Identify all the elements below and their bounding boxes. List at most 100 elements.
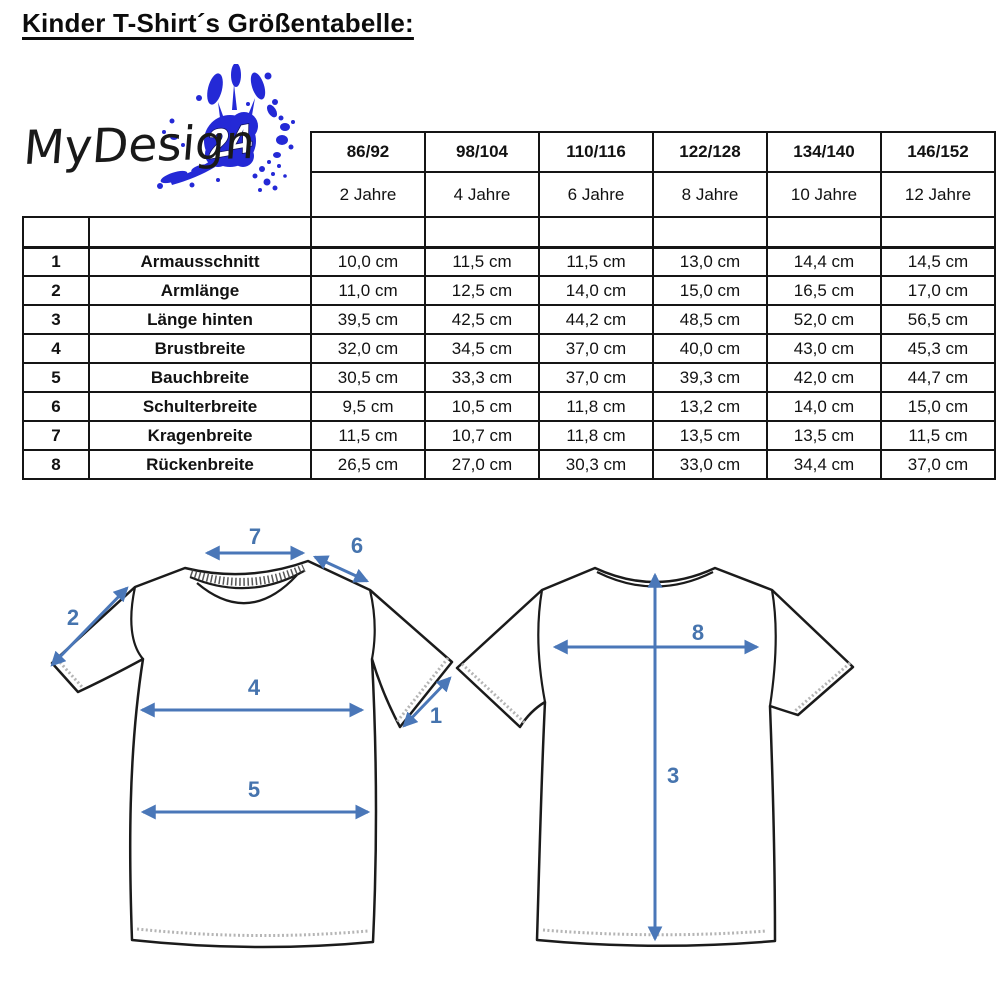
- size-col-header: 86/92: [310, 131, 426, 173]
- back-left-armhole-seam: [537, 589, 547, 703]
- measure-value: 39,5 cm: [310, 304, 426, 335]
- table-row: 8 Rückenbreite 26,5 cm 27,0 cm 30,3 cm 3…: [22, 449, 996, 480]
- measure-value: 27,0 cm: [424, 449, 540, 480]
- measure-value: 11,5 cm: [880, 420, 996, 451]
- size-col-header: 146/152: [880, 131, 996, 173]
- age-header-row: 2 Jahre 4 Jahre 6 Jahre 8 Jahre 10 Jahre…: [23, 171, 996, 218]
- size-header-row: 86/92 98/104 110/116 122/128 134/140 146…: [23, 131, 996, 173]
- measure-label: Brustbreite: [88, 333, 312, 364]
- measure-value: 56,5 cm: [880, 304, 996, 335]
- left-cuff-stitch: [55, 657, 85, 690]
- measure-label-1: 1: [430, 703, 442, 728]
- row-num: 6: [22, 391, 90, 422]
- measure-value: 48,5 cm: [652, 304, 768, 335]
- row-num: 8: [22, 449, 90, 480]
- measure-value: 26,5 cm: [310, 449, 426, 480]
- front-shirt-diagram: 7 6 2 4 1 5: [50, 525, 454, 949]
- measure-value: 14,0 cm: [538, 275, 654, 306]
- measure-label: Schulterbreite: [88, 391, 312, 422]
- measure-value: 44,7 cm: [880, 362, 996, 393]
- measure-value: 30,5 cm: [310, 362, 426, 393]
- measure-value: 44,2 cm: [538, 304, 654, 335]
- measure-value: 37,0 cm: [880, 449, 996, 480]
- row-num: 1: [22, 246, 90, 277]
- measure-value: 11,8 cm: [538, 420, 654, 451]
- size-col-header: 110/116: [538, 131, 654, 173]
- back-hem-stitch: [542, 928, 768, 937]
- measure-label: Armlänge: [88, 275, 312, 306]
- measure-value: 34,4 cm: [766, 449, 882, 480]
- front-shirt-outline: [50, 559, 454, 949]
- collar-ribbing: [189, 564, 306, 586]
- measure-value: 12,5 cm: [424, 275, 540, 306]
- measure-value: 13,5 cm: [766, 420, 882, 451]
- table-row: 7 Kragenbreite 11,5 cm 10,7 cm 11,8 cm 1…: [22, 420, 996, 451]
- measure-label-6: 6: [351, 533, 363, 558]
- measure-value: 33,3 cm: [424, 362, 540, 393]
- table-row: 5 Bauchbreite 30,5 cm 33,3 cm 37,0 cm 39…: [22, 362, 996, 393]
- measure-value: 11,5 cm: [538, 246, 654, 277]
- measure-value: 14,4 cm: [766, 246, 882, 277]
- measure-label-8: 8: [692, 620, 704, 645]
- size-table: 86/92 98/104 110/116 122/128 134/140 146…: [22, 131, 996, 480]
- spacer-row: [22, 216, 996, 249]
- measure-value: 11,5 cm: [310, 420, 426, 451]
- measure-label: Länge hinten: [88, 304, 312, 335]
- logo-number: 24: [203, 116, 255, 167]
- back-left-cuff-stitch: [460, 662, 527, 725]
- measure-value: 13,5 cm: [652, 420, 768, 451]
- measure-value: 9,5 cm: [310, 391, 426, 422]
- arm-opening-arrow: [402, 676, 452, 728]
- measure-value: 16,5 cm: [766, 275, 882, 306]
- measure-value: 30,3 cm: [538, 449, 654, 480]
- back-shirt-diagram: 8 3: [455, 566, 855, 947]
- measure-value: 10,5 cm: [424, 391, 540, 422]
- measure-value: 39,3 cm: [652, 362, 768, 393]
- row-num: 7: [22, 420, 90, 451]
- collar-band-seam: [189, 570, 305, 590]
- measure-value: 33,0 cm: [652, 449, 768, 480]
- measure-value: 13,2 cm: [652, 391, 768, 422]
- measure-label-4: 4: [248, 675, 261, 700]
- measure-label-2: 2: [67, 605, 79, 630]
- measure-value: 32,0 cm: [310, 333, 426, 364]
- measure-label: Armausschnitt: [88, 246, 312, 277]
- back-right-cuff-stitch: [794, 661, 851, 713]
- row-num: 5: [22, 362, 90, 393]
- measure-label: Bauchbreite: [88, 362, 312, 393]
- measure-value: 11,0 cm: [310, 275, 426, 306]
- measure-value: 37,0 cm: [538, 333, 654, 364]
- measure-value: 52,0 cm: [766, 304, 882, 335]
- front-neck-seam: [196, 574, 298, 605]
- measure-value: 11,5 cm: [424, 246, 540, 277]
- table-row: 4 Brustbreite 32,0 cm 34,5 cm 37,0 cm 40…: [22, 333, 996, 364]
- right-armhole-seam: [368, 589, 376, 660]
- left-armhole-seam: [130, 586, 144, 660]
- row-num: 4: [22, 333, 90, 364]
- measure-value: 40,0 cm: [652, 333, 768, 364]
- measure-label: Kragenbreite: [88, 420, 312, 451]
- measure-value: 17,0 cm: [880, 275, 996, 306]
- age-col-header: 8 Jahre: [652, 171, 768, 218]
- table-row: 3 Länge hinten 39,5 cm 42,5 cm 44,2 cm 4…: [22, 304, 996, 335]
- measure-value: 15,0 cm: [880, 391, 996, 422]
- measure-value: 45,3 cm: [880, 333, 996, 364]
- paint-splat-icon: 24: [157, 64, 295, 192]
- table-row: 2 Armlänge 11,0 cm 12,5 cm 14,0 cm 15,0 …: [22, 275, 996, 306]
- table-row: 1 Armausschnitt 10,0 cm 11,5 cm 11,5 cm …: [22, 246, 996, 277]
- measure-label: Rückenbreite: [88, 449, 312, 480]
- age-col-header: 12 Jahre: [880, 171, 996, 218]
- hem-stitch: [136, 927, 369, 938]
- back-right-armhole-seam: [768, 589, 777, 707]
- measure-label-7: 7: [249, 525, 261, 549]
- measure-value: 14,0 cm: [766, 391, 882, 422]
- table-row: 6 Schulterbreite 9,5 cm 10,5 cm 11,8 cm …: [22, 391, 996, 422]
- row-num: 2: [22, 275, 90, 306]
- measure-value: 14,5 cm: [880, 246, 996, 277]
- measure-value: 13,0 cm: [652, 246, 768, 277]
- row-num: 3: [22, 304, 90, 335]
- right-cuff-stitch: [394, 657, 450, 724]
- size-col-header: 134/140: [766, 131, 882, 173]
- size-col-header: 98/104: [424, 131, 540, 173]
